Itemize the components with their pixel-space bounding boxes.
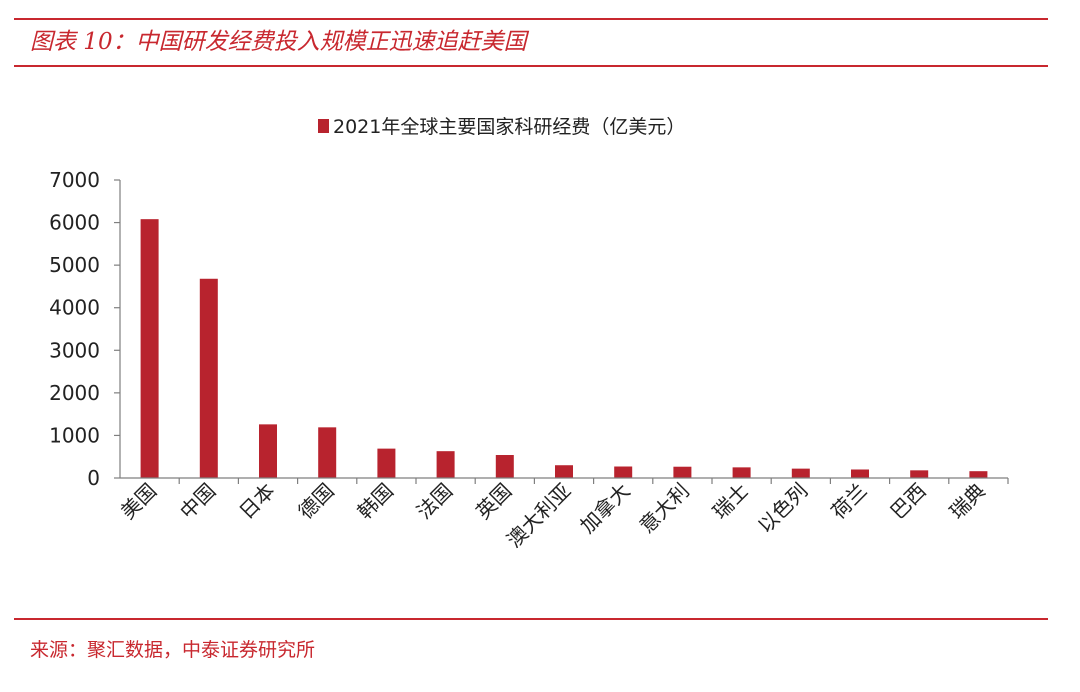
x-tick-label: 中国 <box>175 479 220 524</box>
bar-2 <box>259 424 277 478</box>
y-tick-label: 0 <box>87 466 100 490</box>
y-tick-label: 1000 <box>49 423 100 447</box>
bar-13 <box>910 470 929 478</box>
x-tick-label: 澳大利亚 <box>502 479 576 553</box>
x-tick-label: 瑞士 <box>708 479 753 524</box>
x-tick-label: 法国 <box>412 479 457 524</box>
bar-7 <box>555 465 573 478</box>
bar-3 <box>318 427 337 478</box>
header-rule-top <box>14 18 1048 20</box>
bar-10 <box>732 467 751 478</box>
x-tick-label: 韩国 <box>353 479 398 524</box>
y-tick-label: 5000 <box>49 253 100 277</box>
x-tick-label: 瑞典 <box>945 479 990 524</box>
x-tick-label: 意大利 <box>635 479 694 538</box>
chart-legend: 2021年全球主要国家科研经费（亿美元） <box>318 116 685 138</box>
bar-14 <box>969 471 988 478</box>
y-tick-label: 2000 <box>49 381 100 405</box>
bar-12 <box>851 469 869 478</box>
y-tick-label: 7000 <box>49 168 100 192</box>
x-tick-label: 以色列 <box>753 479 812 538</box>
x-tick-label: 美国 <box>116 479 161 524</box>
bar-6 <box>495 455 514 478</box>
x-tick-label: 巴西 <box>885 479 930 524</box>
x-tick-label: 英国 <box>471 479 516 524</box>
figure-title: 图表 10：中国研发经费投入规模正迅速追赶美国 <box>30 29 527 55</box>
bar-1 <box>199 278 218 478</box>
y-tick-label: 3000 <box>49 338 100 362</box>
legend-swatch <box>318 119 329 133</box>
x-tick-label: 加拿大 <box>575 479 634 538</box>
bar-5 <box>436 451 455 478</box>
x-tick-label: 日本 <box>234 479 279 524</box>
bar-0 <box>140 219 159 478</box>
y-tick-label: 6000 <box>49 211 100 235</box>
legend-label: 2021年全球主要国家科研经费（亿美元） <box>333 116 685 138</box>
header-rule-bottom <box>14 65 1048 67</box>
footer-rule <box>14 618 1048 620</box>
bar-11 <box>791 468 810 478</box>
bars-group <box>140 219 988 478</box>
y-axis: 0 1000 2000 3000 4000 5000 6000 7000 <box>49 168 121 490</box>
bar-9 <box>673 466 692 478</box>
bar-4 <box>377 448 396 478</box>
source-note: 来源：聚汇数据，中泰证券研究所 <box>30 639 316 661</box>
x-tick-label: 德国 <box>293 479 338 524</box>
x-tick-label: 荷兰 <box>826 479 871 524</box>
y-tick-label: 4000 <box>49 296 100 320</box>
bar-8 <box>614 466 633 478</box>
